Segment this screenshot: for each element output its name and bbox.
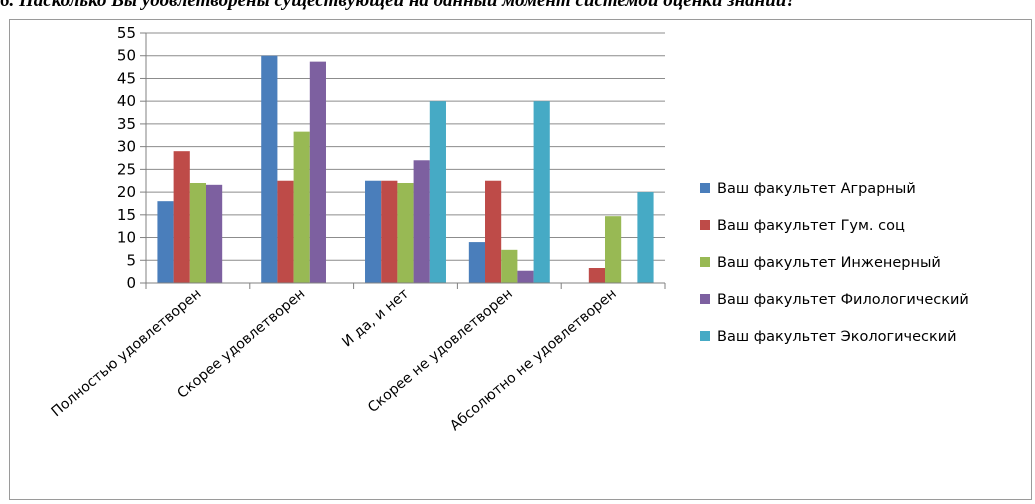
bar	[293, 131, 310, 283]
axes	[145, 33, 666, 289]
legend-swatch	[700, 183, 710, 193]
legend: Ваш факультет Аграрный Ваш факультет Гум.…	[700, 181, 969, 345]
legend-label: Ваш факультет Гум. соц	[717, 218, 905, 234]
bar	[205, 184, 223, 283]
legend-swatch	[700, 331, 710, 341]
category-label: Полностью удовлетворен	[49, 286, 205, 420]
bar	[501, 249, 518, 283]
bar	[189, 183, 206, 283]
legend-swatch	[700, 220, 710, 230]
y-tick-label: 30	[117, 138, 136, 156]
bar	[485, 180, 502, 283]
category-label: И да, и нет	[339, 286, 412, 351]
bar	[173, 151, 190, 283]
y-tick-label: 5	[126, 251, 136, 269]
bar	[517, 270, 534, 283]
y-tick-label: 0	[126, 274, 136, 292]
legend-label: Ваш факультет Аграрный	[717, 181, 916, 197]
bar	[261, 55, 278, 284]
y-axis-ticks: 0 5 10 15 20 25 30 35 40 45 50 55	[117, 24, 146, 292]
page-heading: 6. Насколько Вы удовлетворены существующ…	[0, 0, 796, 11]
legend-label: Ваш факультет Филологический	[717, 292, 969, 308]
bar	[533, 101, 550, 283]
bar	[277, 180, 294, 283]
bars	[157, 55, 654, 284]
category-label: Абсолютно не удовлетворен	[447, 286, 619, 434]
y-tick-label: 10	[117, 229, 136, 247]
bar	[381, 180, 398, 283]
bar	[588, 268, 606, 283]
legend-swatch	[700, 257, 710, 267]
bar	[365, 180, 382, 283]
y-tick-label: 40	[117, 92, 136, 110]
bar	[157, 201, 174, 283]
bar	[429, 101, 446, 283]
y-tick-label: 55	[117, 24, 136, 42]
y-tick-label: 15	[117, 206, 136, 224]
bar	[468, 242, 486, 283]
bar	[413, 160, 430, 283]
y-tick-label: 45	[117, 69, 136, 87]
y-tick-label: 35	[117, 115, 136, 133]
legend-label: Ваш факультет Экологический	[717, 329, 957, 345]
legend-swatch	[700, 294, 710, 304]
bar	[605, 216, 622, 283]
legend-label: Ваш факультет Инженерный	[717, 255, 941, 271]
y-tick-label: 25	[117, 160, 136, 178]
bar	[397, 183, 414, 283]
bar	[637, 192, 654, 283]
y-tick-label: 50	[117, 47, 136, 65]
bar	[309, 61, 326, 283]
y-tick-label: 20	[117, 183, 136, 201]
